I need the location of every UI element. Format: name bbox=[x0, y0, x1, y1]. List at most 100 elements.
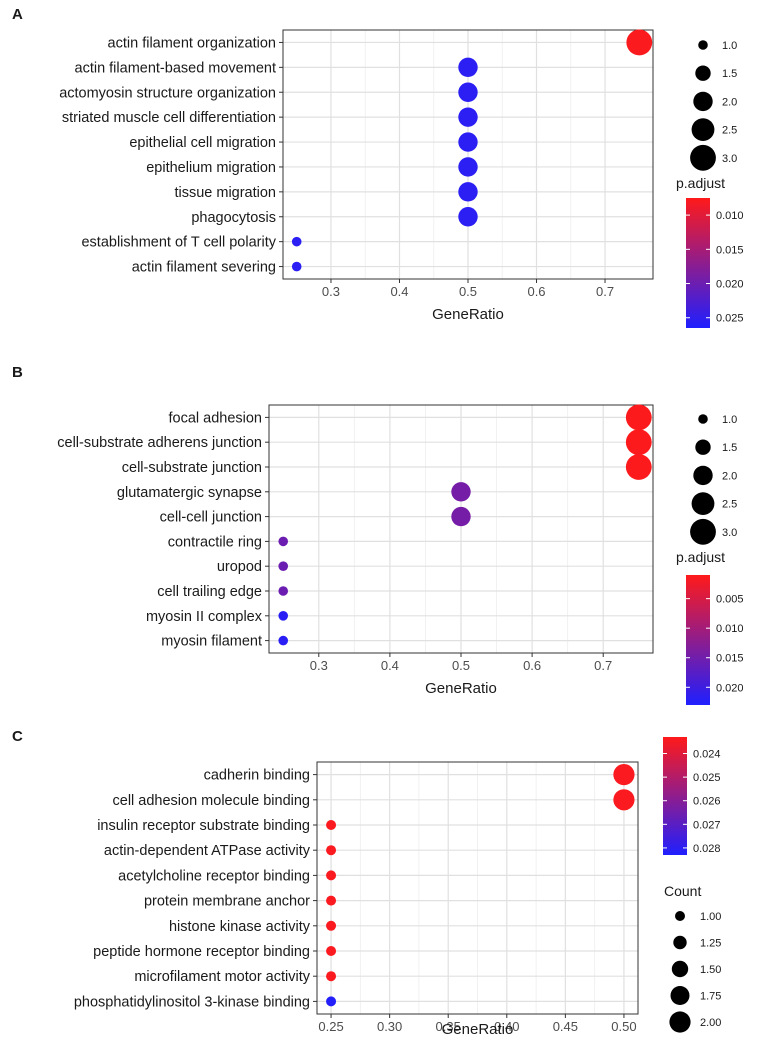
category-label: insulin receptor substrate binding bbox=[97, 818, 310, 834]
colorbar bbox=[663, 737, 687, 855]
size-legend-label: 2.0 bbox=[722, 96, 737, 108]
size-legend-label: 2.00 bbox=[700, 1017, 721, 1029]
size-legend-key bbox=[693, 91, 713, 112]
data-point bbox=[326, 946, 337, 956]
size-legend-label: 1.5 bbox=[722, 442, 737, 454]
data-point bbox=[451, 482, 471, 502]
x-axis-title: GeneRatio bbox=[432, 306, 504, 323]
colorbar-label: 0.010 bbox=[716, 210, 744, 222]
category-label: epithelial cell migration bbox=[129, 135, 276, 151]
category-label: histone kinase activity bbox=[169, 919, 311, 935]
category-label: focal adhesion bbox=[168, 410, 262, 426]
colorbar-label: 0.020 bbox=[716, 682, 744, 694]
size-legend-key bbox=[695, 65, 711, 81]
colorbar-label: 0.028 bbox=[693, 843, 721, 855]
size-legend-label: 2.0 bbox=[722, 470, 737, 482]
x-tick-label: 0.40 bbox=[494, 1019, 519, 1034]
data-point bbox=[458, 207, 478, 227]
data-point bbox=[291, 236, 302, 247]
size-legend-label: 1.00 bbox=[700, 911, 721, 923]
colorbar-label: 0.015 bbox=[716, 653, 744, 665]
category-label: acetylcholine receptor binding bbox=[118, 868, 310, 884]
data-point bbox=[326, 895, 337, 906]
panel-label: A bbox=[12, 6, 23, 23]
colorbar-label: 0.025 bbox=[693, 772, 721, 784]
data-point bbox=[291, 261, 302, 272]
category-label: contractile ring bbox=[168, 534, 262, 550]
x-tick-label: 0.4 bbox=[381, 658, 399, 673]
category-label: phagocytosis bbox=[191, 210, 276, 226]
size-legend-key bbox=[669, 1011, 691, 1033]
data-point bbox=[458, 132, 478, 152]
x-tick-label: 0.7 bbox=[596, 284, 614, 299]
color-legend-title: p.adjust bbox=[676, 175, 725, 191]
category-label: actomyosin structure organization bbox=[59, 85, 276, 101]
data-point bbox=[326, 820, 337, 830]
size-legend-key bbox=[670, 986, 690, 1005]
color-legend-title: p.adjust bbox=[676, 549, 725, 565]
size-legend-key bbox=[690, 144, 716, 171]
category-label: cadherin binding bbox=[204, 768, 310, 784]
category-label: protein membrane anchor bbox=[144, 894, 310, 910]
category-label: tissue migration bbox=[174, 185, 276, 201]
size-legend-label: 1.0 bbox=[722, 40, 737, 52]
category-label: actin-dependent ATPase activity bbox=[104, 843, 311, 859]
data-point bbox=[278, 635, 289, 646]
category-label: phosphatidylinositol 3-kinase binding bbox=[74, 994, 310, 1010]
data-point bbox=[625, 404, 652, 431]
data-point bbox=[278, 561, 289, 571]
data-point bbox=[625, 429, 652, 456]
category-label: epithelium migration bbox=[146, 160, 276, 176]
x-tick-label: 0.35 bbox=[436, 1019, 461, 1034]
data-point bbox=[326, 920, 337, 931]
grid bbox=[317, 762, 638, 1014]
category-label: actin filament severing bbox=[132, 260, 276, 276]
data-point bbox=[458, 157, 478, 177]
category-label: peptide hormone receptor binding bbox=[93, 944, 310, 960]
colorbar bbox=[686, 198, 710, 328]
size-legend-label: 1.75 bbox=[700, 991, 721, 1003]
size-legend-key bbox=[698, 414, 708, 424]
x-tick-label: 0.30 bbox=[377, 1019, 402, 1034]
x-tick-label: 0.4 bbox=[390, 284, 408, 299]
category-label: myosin II complex bbox=[146, 609, 263, 625]
x-tick-label: 0.5 bbox=[452, 658, 470, 673]
data-point bbox=[458, 57, 478, 78]
x-tick-label: 0.50 bbox=[611, 1019, 636, 1034]
data-point bbox=[458, 182, 478, 202]
x-tick-label: 0.5 bbox=[459, 284, 477, 299]
colorbar-label: 0.027 bbox=[693, 819, 721, 831]
x-tick-label: 0.7 bbox=[594, 658, 612, 673]
colorbar-label: 0.026 bbox=[693, 796, 721, 808]
size-legend-label: 2.5 bbox=[722, 499, 737, 511]
data-point bbox=[451, 506, 471, 527]
data-point bbox=[326, 870, 337, 881]
size-legend-label: 3.0 bbox=[722, 153, 737, 165]
size-legend-key bbox=[671, 960, 689, 978]
data-point bbox=[278, 536, 289, 547]
size-legend-key bbox=[675, 911, 685, 921]
x-tick-label: 0.6 bbox=[523, 658, 541, 673]
data-point bbox=[278, 611, 289, 621]
category-label: myosin filament bbox=[161, 634, 262, 650]
size-legend-key bbox=[691, 118, 715, 141]
category-label: establishment of T cell polarity bbox=[81, 235, 276, 251]
data-point bbox=[458, 107, 478, 127]
size-legend-key bbox=[698, 40, 708, 50]
size-legend-key bbox=[695, 439, 711, 455]
x-axis-title: GeneRatio bbox=[442, 1021, 514, 1038]
x-tick-label: 0.45 bbox=[553, 1019, 578, 1034]
x-tick-label: 0.6 bbox=[527, 284, 545, 299]
size-legend-label: 1.50 bbox=[700, 964, 721, 976]
category-label: cell-substrate adherens junction bbox=[57, 435, 262, 451]
x-tick-label: 0.3 bbox=[322, 284, 340, 299]
data-point bbox=[326, 845, 337, 856]
panel-label: C bbox=[12, 728, 23, 745]
data-point bbox=[458, 82, 478, 102]
size-legend-key bbox=[691, 492, 715, 515]
data-point bbox=[278, 586, 289, 596]
colorbar-label: 0.010 bbox=[716, 623, 744, 635]
size-legend-key bbox=[690, 518, 716, 545]
